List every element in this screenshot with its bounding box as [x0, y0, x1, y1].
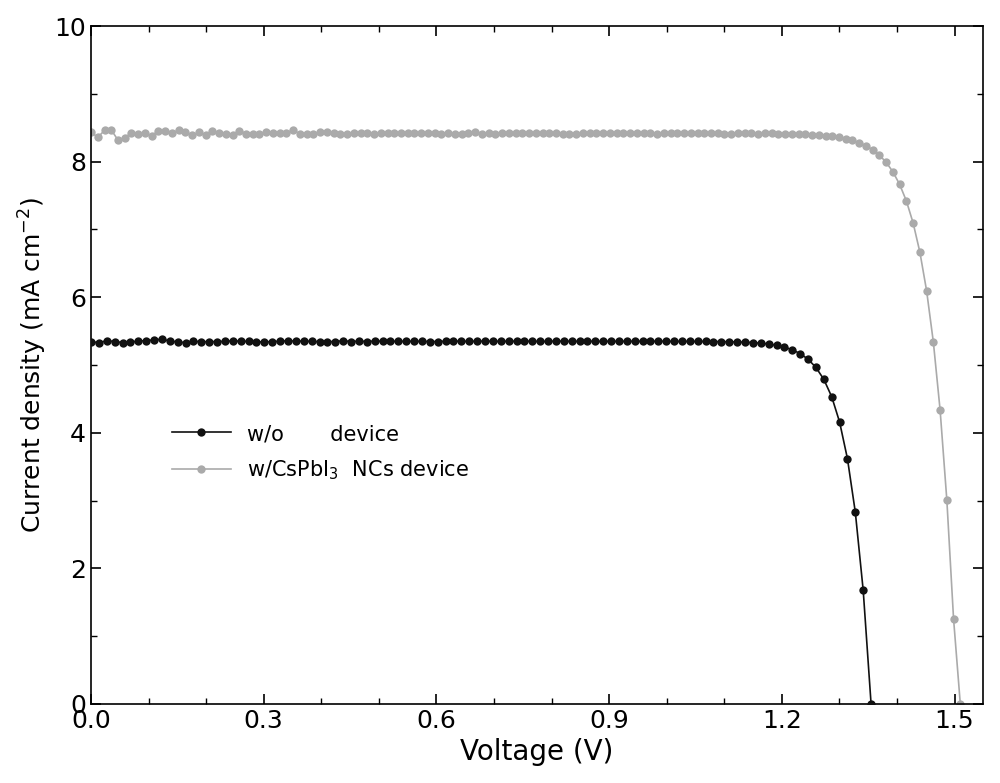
w/CsPbI$_3$  NCs device — [732, 128, 744, 138]
w/CsPbI$_3$  NCs device — [543, 128, 555, 138]
w/CsPbI$_3$  NCs device — [85, 128, 97, 137]
w/CsPbI$_3$  NCs device — [772, 129, 784, 139]
w/o       device — [156, 334, 168, 344]
w/CsPbI$_3$  NCs device — [462, 128, 474, 138]
Line: w/CsPbI$_3$  NCs device: w/CsPbI$_3$ NCs device — [87, 125, 964, 708]
w/CsPbI$_3$  NCs device — [665, 128, 677, 138]
w/o       device — [834, 417, 846, 427]
Legend: w/o       device, w/CsPbI$_3$  NCs device: w/o device, w/CsPbI$_3$ NCs device — [164, 416, 478, 491]
w/o       device — [243, 337, 255, 346]
w/o       device — [865, 699, 877, 709]
Y-axis label: Current density (mA cm$^{-2}$): Current density (mA cm$^{-2}$) — [17, 197, 49, 533]
w/o       device — [495, 337, 507, 346]
Line: w/o       device: w/o device — [87, 335, 875, 708]
w/CsPbI$_3$  NCs device — [954, 699, 966, 709]
w/o       device — [85, 337, 97, 346]
w/o       device — [274, 337, 286, 346]
w/CsPbI$_3$  NCs device — [328, 128, 340, 138]
X-axis label: Voltage (V): Voltage (V) — [460, 738, 614, 767]
w/o       device — [558, 337, 570, 346]
w/o       device — [810, 363, 822, 372]
w/CsPbI$_3$  NCs device — [105, 125, 117, 135]
